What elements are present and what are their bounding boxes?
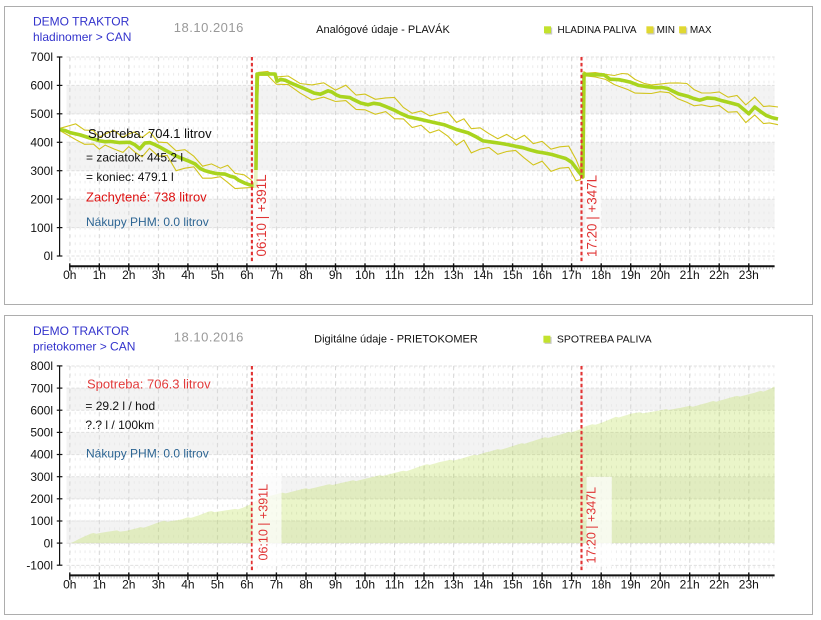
svg-text:0l: 0l bbox=[44, 536, 53, 550]
svg-text:17:20 | +347L: 17:20 | +347L bbox=[585, 487, 599, 564]
svg-text:14h: 14h bbox=[473, 268, 493, 282]
svg-text:200l: 200l bbox=[30, 492, 53, 506]
svg-text:1h: 1h bbox=[93, 578, 106, 592]
svg-text:8h: 8h bbox=[299, 578, 312, 592]
svg-text:16h: 16h bbox=[532, 578, 552, 592]
svg-text:23h: 23h bbox=[739, 268, 759, 282]
svg-text:06:10 | +391L: 06:10 | +391L bbox=[254, 174, 269, 256]
svg-text:0l: 0l bbox=[44, 249, 53, 263]
svg-text:15h: 15h bbox=[503, 268, 523, 282]
svg-text:Zachytené: 738 litrov: Zachytené: 738 litrov bbox=[86, 190, 207, 205]
svg-text:6h: 6h bbox=[240, 268, 253, 282]
svg-text:14h: 14h bbox=[473, 578, 493, 592]
svg-text:600l: 600l bbox=[30, 79, 53, 93]
svg-text:= 29.2 l / hod: = 29.2 l / hod bbox=[85, 399, 155, 413]
svg-text:5h: 5h bbox=[211, 578, 224, 592]
svg-text:10h: 10h bbox=[355, 578, 375, 592]
svg-text:6h: 6h bbox=[240, 578, 253, 592]
svg-text:20h: 20h bbox=[650, 268, 670, 282]
svg-text:9h: 9h bbox=[329, 578, 342, 592]
svg-text:2h: 2h bbox=[122, 578, 135, 592]
svg-text:HLADINA PALIVA: HLADINA PALIVA bbox=[558, 25, 637, 36]
svg-text:400l: 400l bbox=[30, 136, 53, 150]
svg-text:Nákupy PHM: 0.0 litrov: Nákupy PHM: 0.0 litrov bbox=[86, 215, 209, 229]
svg-text:500l: 500l bbox=[30, 426, 53, 440]
svg-text:15h: 15h bbox=[503, 578, 523, 592]
svg-text:13h: 13h bbox=[444, 578, 464, 592]
svg-text:3h: 3h bbox=[152, 268, 165, 282]
svg-text:600l: 600l bbox=[30, 403, 53, 417]
svg-text:MIN: MIN bbox=[657, 25, 675, 36]
svg-text:16h: 16h bbox=[532, 268, 552, 282]
svg-text:DEMO TRAKTOR: DEMO TRAKTOR bbox=[33, 15, 130, 29]
svg-text:19h: 19h bbox=[621, 578, 641, 592]
svg-text:300l: 300l bbox=[30, 164, 53, 178]
svg-text:Spotreba: 704.1 litrov: Spotreba: 704.1 litrov bbox=[88, 126, 212, 141]
svg-text:21h: 21h bbox=[680, 268, 700, 282]
svg-text:2h: 2h bbox=[122, 268, 135, 282]
svg-text:11h: 11h bbox=[385, 268, 404, 282]
svg-text:18.10.2016: 18.10.2016 bbox=[174, 330, 244, 345]
svg-text:13h: 13h bbox=[444, 268, 464, 282]
svg-text:SPOTREBA PALIVA: SPOTREBA PALIVA bbox=[557, 333, 652, 345]
svg-text:1h: 1h bbox=[93, 268, 106, 282]
svg-text:Digitálne údaje - PRIETOKOMER: Digitálne údaje - PRIETOKOMER bbox=[314, 334, 478, 346]
svg-text:0h: 0h bbox=[63, 578, 76, 592]
svg-text:300l: 300l bbox=[30, 470, 53, 484]
svg-text:18h: 18h bbox=[591, 578, 611, 592]
svg-text:500l: 500l bbox=[30, 107, 53, 121]
svg-text:0h: 0h bbox=[63, 268, 76, 282]
svg-text:9h: 9h bbox=[329, 268, 342, 282]
svg-text:Spotreba: 706.3 litrov: Spotreba: 706.3 litrov bbox=[87, 377, 211, 392]
svg-text:17:20 | +347L: 17:20 | +347L bbox=[585, 175, 600, 257]
svg-text:700l: 700l bbox=[30, 50, 53, 64]
svg-text:21h: 21h bbox=[680, 578, 700, 592]
svg-text:18h: 18h bbox=[591, 268, 611, 282]
svg-text:4h: 4h bbox=[181, 578, 194, 592]
svg-text:700l: 700l bbox=[30, 381, 53, 395]
svg-text:23h: 23h bbox=[739, 578, 759, 592]
svg-text:18.10.2016: 18.10.2016 bbox=[174, 20, 244, 35]
svg-text:-100l: -100l bbox=[26, 559, 53, 573]
svg-text:20h: 20h bbox=[650, 578, 670, 592]
svg-text:12h: 12h bbox=[414, 268, 434, 282]
svg-text:prietokomer > CAN: prietokomer > CAN bbox=[33, 340, 135, 354]
svg-text:7h: 7h bbox=[270, 268, 283, 282]
svg-text:22h: 22h bbox=[709, 578, 729, 592]
svg-text:?.? l / 100km: ?.? l / 100km bbox=[85, 418, 154, 432]
svg-text:12h: 12h bbox=[414, 578, 434, 592]
svg-text:8h: 8h bbox=[299, 268, 312, 282]
svg-text:7h: 7h bbox=[270, 578, 283, 592]
svg-text:DEMO TRAKTOR: DEMO TRAKTOR bbox=[33, 324, 130, 338]
svg-text:100l: 100l bbox=[30, 221, 53, 235]
svg-text:19h: 19h bbox=[621, 268, 641, 282]
svg-text:17h: 17h bbox=[562, 578, 582, 592]
svg-text:MAX: MAX bbox=[690, 25, 712, 36]
svg-text:22h: 22h bbox=[709, 268, 729, 282]
svg-text:hladinomer > CAN: hladinomer > CAN bbox=[33, 30, 131, 44]
svg-text:100l: 100l bbox=[30, 514, 53, 528]
svg-text:200l: 200l bbox=[30, 192, 53, 206]
svg-text:3h: 3h bbox=[152, 578, 165, 592]
svg-text:4h: 4h bbox=[181, 268, 194, 282]
svg-text:= zaciatok: 445.2 l: = zaciatok: 445.2 l bbox=[86, 151, 183, 165]
svg-text:17h: 17h bbox=[562, 268, 582, 282]
svg-text:Nákupy PHM: 0.0 litrov: Nákupy PHM: 0.0 litrov bbox=[86, 447, 209, 461]
svg-text:06:10 | +391L: 06:10 | +391L bbox=[256, 484, 270, 561]
svg-text:800l: 800l bbox=[30, 359, 53, 373]
svg-text:10h: 10h bbox=[355, 268, 375, 282]
svg-text:11h: 11h bbox=[385, 578, 404, 592]
svg-text:= koniec: 479.1 l: = koniec: 479.1 l bbox=[86, 170, 174, 184]
svg-text:Analógové údaje - PLAVÁK: Analógové údaje - PLAVÁK bbox=[316, 23, 450, 36]
svg-text:5h: 5h bbox=[211, 268, 224, 282]
svg-text:400l: 400l bbox=[30, 448, 53, 462]
